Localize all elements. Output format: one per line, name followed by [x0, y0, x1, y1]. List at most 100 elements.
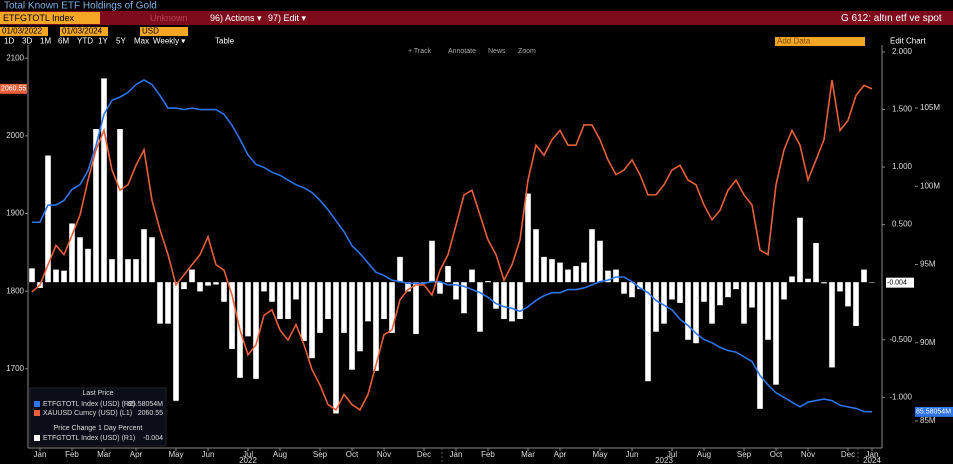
y3-tick-label: 105M: [920, 103, 940, 112]
y3-tick-label: 90M: [920, 338, 936, 347]
line: [32, 78, 873, 413]
x-tick-label: Nov: [377, 450, 391, 459]
x-tick-label: Apr: [130, 450, 143, 459]
bar: [477, 282, 483, 332]
bar: [677, 282, 683, 303]
bar: [181, 282, 187, 290]
bar: [189, 269, 195, 283]
bar: [69, 223, 75, 283]
y2-tick-label: -1.000: [889, 392, 912, 401]
y-tick-label: 1900: [6, 209, 24, 218]
range-button[interactable]: 1D: [4, 37, 14, 46]
bar: [269, 282, 275, 302]
bar: [349, 282, 355, 370]
table-toggle[interactable]: Table: [215, 37, 235, 46]
menu-item[interactable]: 96) Actions ▾: [210, 13, 262, 23]
legend-swatch: [34, 401, 40, 407]
x-tick-label: May: [592, 450, 607, 459]
range-button[interactable]: 1Y: [98, 37, 108, 46]
bar: [701, 282, 707, 302]
ticker[interactable]: ETFGTOTL Index: [3, 13, 75, 23]
x-tick-label: Aug: [273, 450, 287, 459]
x-tick-label: Dec: [417, 450, 431, 459]
bar: [629, 282, 635, 298]
chart-tool[interactable]: News: [488, 48, 506, 55]
legend-swatch: [34, 410, 40, 416]
x-tick-label: May: [168, 450, 183, 459]
y2-tick-label: 1.500: [892, 105, 913, 114]
menu-item[interactable]: 97) Edit ▾: [268, 13, 307, 23]
bar: [221, 282, 227, 302]
currency-box[interactable]: [140, 27, 188, 36]
range-button[interactable]: YTD: [77, 37, 93, 46]
add-data-box[interactable]: [775, 37, 865, 46]
bar: [453, 282, 459, 300]
range-button[interactable]: 6M: [58, 37, 69, 46]
bar: [173, 282, 179, 401]
chart-tool[interactable]: + Track: [408, 48, 432, 55]
range-button[interactable]: 5Y: [116, 37, 126, 46]
bar: [861, 269, 867, 283]
last-value-label: -0.004: [887, 279, 907, 286]
bar: [821, 282, 827, 284]
year-label: 2023: [655, 456, 673, 464]
legend-subheading: Price Change 1 Day Percent: [54, 425, 143, 432]
bar: [357, 282, 363, 352]
year-label: 2024: [863, 456, 881, 464]
edit-chart[interactable]: Edit Chart: [890, 37, 926, 46]
range-button[interactable]: 3D: [22, 37, 32, 46]
legend-heading: Last Price: [82, 390, 113, 397]
x-tick-label: Jan: [450, 450, 463, 459]
legend-box: [29, 387, 167, 447]
legend-swatch: [34, 435, 40, 441]
bar: [141, 229, 147, 283]
legend-label: XAUUSD Curncy (USD) (L1): [43, 410, 132, 417]
bar: [805, 278, 811, 283]
bar: [437, 282, 443, 294]
bar: [53, 269, 59, 283]
y2-tick-label: 1.000: [892, 162, 913, 171]
start-date[interactable]: 01/03/2022: [2, 27, 43, 36]
legend-value: 2060.55: [138, 410, 163, 417]
y2-tick-label: -0.500: [889, 335, 912, 344]
chart-tool[interactable]: Annotate: [448, 48, 476, 55]
x-tick-label: Jun: [626, 450, 639, 459]
bar: [213, 282, 219, 285]
add-data[interactable]: Add Data: [777, 37, 811, 46]
page-title: Total Known ETF Holdings of Gold: [4, 1, 157, 12]
frequency[interactable]: Weekly ▾: [153, 37, 185, 46]
end-date[interactable]: 01/03/2024: [62, 27, 103, 36]
range-button[interactable]: Max: [134, 37, 149, 46]
bar: [645, 282, 651, 382]
end-date-box[interactable]: [60, 27, 108, 36]
bar: [829, 282, 835, 368]
currency[interactable]: USD: [142, 27, 159, 36]
bar: [285, 282, 291, 320]
range-button[interactable]: 1M: [40, 37, 51, 46]
y-tick-label: 2100: [6, 53, 24, 62]
bar: [133, 259, 139, 283]
x-tick-label: Mar: [97, 450, 111, 459]
x-tick-label: Sep: [737, 450, 752, 459]
bar: [61, 270, 67, 283]
bar: [117, 129, 123, 283]
security-hint[interactable]: Unknown: [150, 13, 188, 23]
chart-tool[interactable]: Zoom: [518, 48, 536, 55]
y-tick-label: 2000: [6, 131, 24, 140]
bar: [293, 282, 299, 300]
bar: [613, 269, 619, 283]
bar: [429, 240, 435, 283]
page-code: G 612: altın etf ve spot: [841, 13, 942, 24]
start-date-box[interactable]: [0, 27, 48, 36]
bar: [309, 282, 315, 359]
bar: [45, 155, 51, 283]
ticker-box[interactable]: [0, 12, 100, 24]
bar: [621, 282, 627, 294]
x-tick-label: Oct: [346, 450, 359, 459]
bar: [333, 282, 339, 414]
y3-tick-label: 85M: [920, 416, 936, 425]
bar: [485, 281, 491, 283]
bar: [549, 259, 555, 283]
